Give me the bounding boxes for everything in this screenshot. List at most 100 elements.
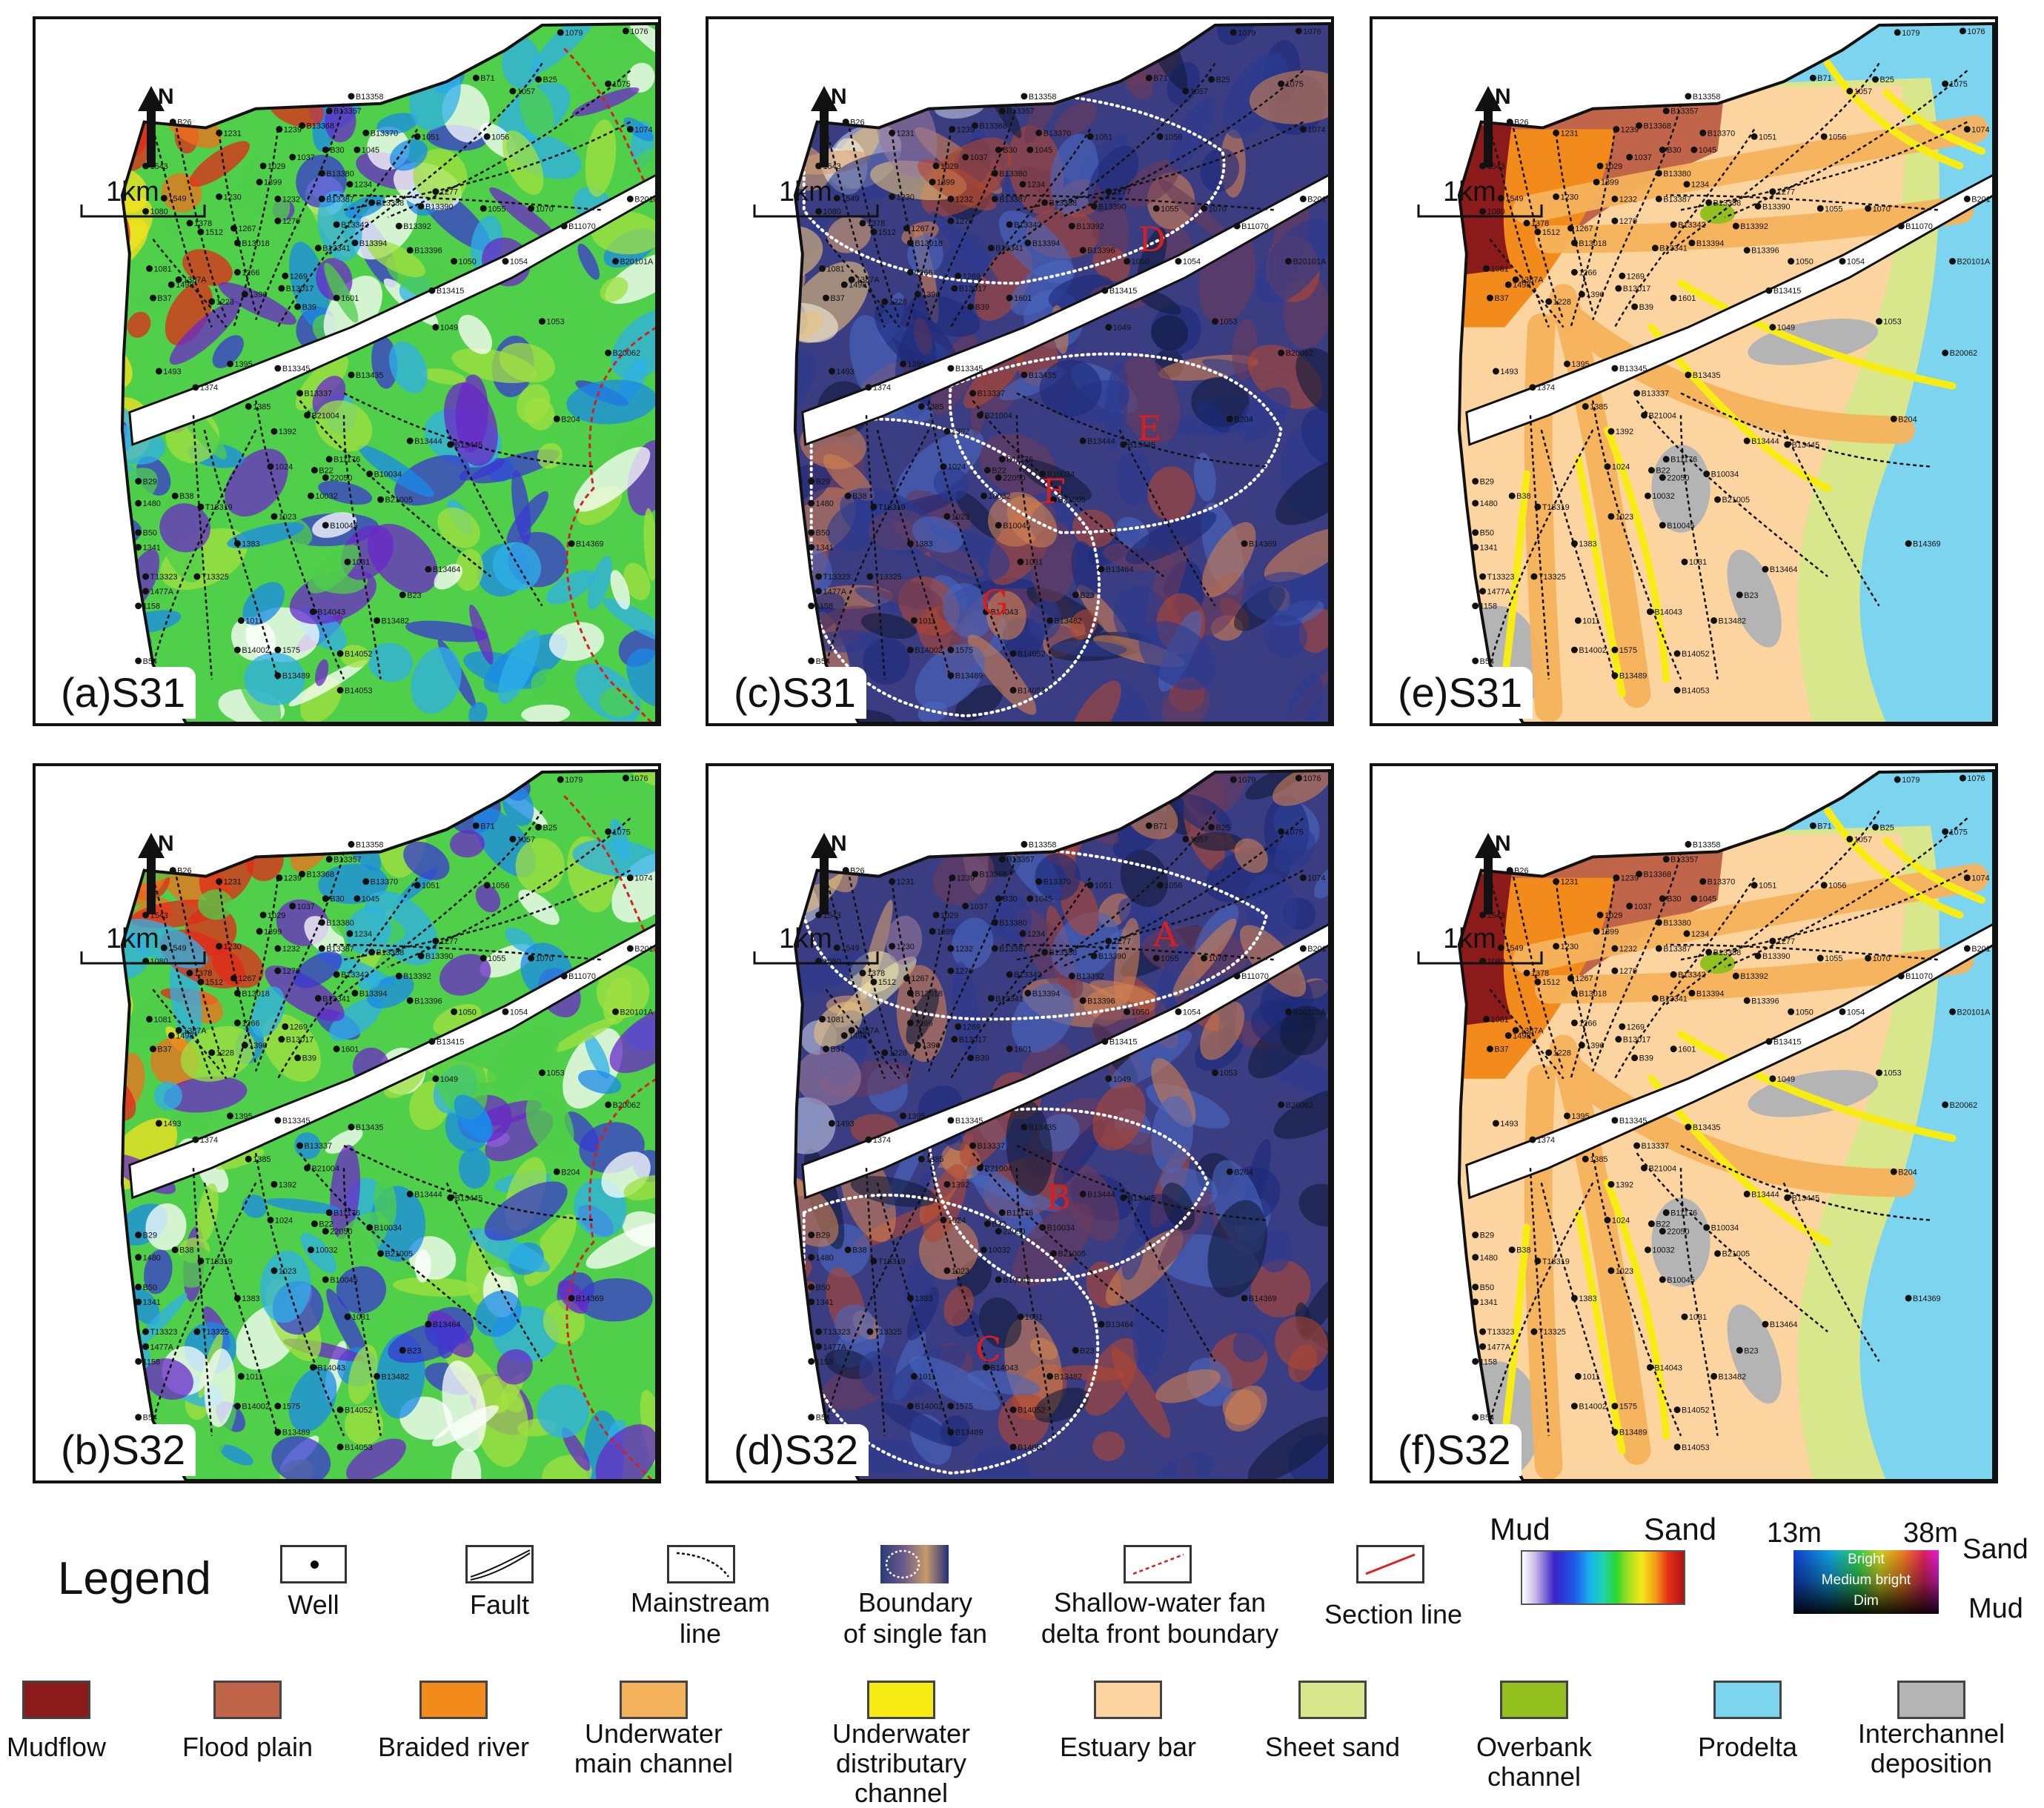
well-label: T13323 bbox=[150, 573, 178, 582]
well-marker: 1378 bbox=[1523, 969, 1549, 978]
well-label: 1029 bbox=[268, 162, 285, 171]
well-marker: 1378 bbox=[1523, 219, 1549, 228]
well-marker: 1267 bbox=[1567, 974, 1593, 983]
mainstream-line bbox=[1489, 1182, 1594, 1422]
well-label: B201 bbox=[1307, 195, 1326, 204]
well-marker: B38 bbox=[844, 1246, 867, 1255]
well-marker: B29 bbox=[1472, 477, 1494, 486]
well-marker: B13445 bbox=[1120, 1194, 1155, 1203]
well-marker: B14043 bbox=[1646, 608, 1682, 617]
panel-label: (d)S32 bbox=[731, 1424, 869, 1476]
well-marker: B14369 bbox=[1905, 1294, 1941, 1303]
well-label: 1057 bbox=[1854, 87, 1872, 96]
well-marker: 1383 bbox=[1570, 540, 1597, 549]
survey-outline bbox=[1457, 768, 1995, 1480]
well-marker: 1081 bbox=[1483, 1015, 1509, 1024]
well-label: 1080 bbox=[1487, 207, 1505, 216]
well-label: B13392 bbox=[1076, 222, 1104, 231]
well-label: 1601 bbox=[1678, 294, 1696, 303]
well-label: 1270 bbox=[282, 967, 300, 976]
well-label: 1080 bbox=[150, 207, 168, 216]
well-marker: 1049 bbox=[432, 324, 458, 333]
well-label: 1055 bbox=[488, 205, 505, 213]
well-label: B13387 bbox=[999, 945, 1027, 954]
well-marker: 1158 bbox=[1472, 602, 1497, 611]
well-marker: B11070 bbox=[1233, 972, 1269, 981]
well-marker: B37 bbox=[150, 1046, 172, 1054]
well-label: 1575 bbox=[282, 1403, 300, 1412]
legend-mainstream-label: Mainstream line bbox=[630, 1587, 771, 1649]
well-marker: 1029 bbox=[1596, 162, 1622, 171]
well-marker: B10045 bbox=[322, 522, 358, 531]
well-label: B29 bbox=[816, 1232, 830, 1240]
well-label: 1075 bbox=[1950, 828, 1968, 837]
well-marker: 1055 bbox=[1152, 205, 1178, 213]
well-marker: B14002 bbox=[233, 1403, 270, 1412]
well-marker: 1075 bbox=[1942, 80, 1968, 89]
well-label: T13323 bbox=[1487, 1328, 1515, 1337]
mainstream-line bbox=[342, 1168, 382, 1436]
well-marker: B22 bbox=[1648, 1220, 1670, 1229]
well-marker: 1023 bbox=[943, 1267, 969, 1276]
well-label: 1385 bbox=[1590, 402, 1607, 411]
well-marker: 1277 bbox=[432, 188, 458, 197]
mainstream-line bbox=[1015, 1168, 1055, 1436]
well-marker: B204 bbox=[553, 1168, 580, 1177]
well-marker: B50 bbox=[1472, 529, 1494, 538]
well-marker: B11070 bbox=[1897, 972, 1933, 981]
well-marker: 1512 bbox=[870, 228, 896, 237]
well-label: 1575 bbox=[1619, 646, 1637, 655]
well-label: 1056 bbox=[1164, 133, 1182, 142]
well-label: 1392 bbox=[1616, 428, 1633, 436]
well-label: B54 bbox=[816, 1414, 830, 1423]
well-label: B14052 bbox=[1682, 650, 1710, 659]
well-label: 1601 bbox=[1014, 294, 1032, 303]
well-label: B25 bbox=[1215, 76, 1230, 84]
well-marker: 1031 bbox=[344, 1313, 370, 1322]
well-marker: B13390 bbox=[1090, 952, 1126, 961]
well-marker: 1269 bbox=[282, 272, 308, 281]
well-label: 1050 bbox=[1132, 1008, 1149, 1017]
well-marker: 1575 bbox=[1611, 1403, 1637, 1412]
mainstream-line bbox=[928, 851, 1018, 1072]
well-marker: B39 bbox=[294, 1054, 316, 1063]
well-marker: 1056 bbox=[1156, 882, 1182, 891]
well-label: B14369 bbox=[1249, 1294, 1277, 1303]
well-label: B14369 bbox=[1913, 1294, 1941, 1303]
well-label: 1079 bbox=[1238, 29, 1255, 38]
well-label: B14053 bbox=[1682, 686, 1710, 695]
well-label: 1498 bbox=[176, 281, 193, 290]
well-label: 1480 bbox=[816, 1254, 834, 1263]
well-label: 1392 bbox=[1616, 1180, 1633, 1189]
well-label: 1070 bbox=[536, 954, 554, 963]
well-label: 1231 bbox=[224, 129, 242, 138]
mainstream-line bbox=[927, 400, 1018, 680]
map-svg: 1076 1079 1075 B71 B25 1057 B13358 B13357 B26 B13… bbox=[1457, 21, 1995, 723]
well-marker: 1024 bbox=[1604, 463, 1630, 472]
well-label: 10032 bbox=[315, 492, 337, 501]
mainstream-line bbox=[1724, 70, 1968, 219]
well-label: B13445 bbox=[1128, 441, 1156, 450]
well-label: B23 bbox=[407, 591, 421, 600]
well-label: 1269 bbox=[963, 1023, 980, 1031]
well-marker: 1269 bbox=[955, 1023, 980, 1031]
well-marker: T13319 bbox=[1534, 1257, 1570, 1266]
well-marker: 1049 bbox=[1105, 1075, 1131, 1084]
well-label: B11070 bbox=[1241, 972, 1269, 981]
well-label: B21004 bbox=[984, 411, 1012, 420]
well-marker: B14053 bbox=[336, 1443, 373, 1452]
well-label: B13445 bbox=[1792, 1194, 1820, 1203]
well-label: 1277 bbox=[1113, 937, 1131, 946]
well-label: B14052 bbox=[1018, 1406, 1046, 1415]
well-marker: B21004 bbox=[977, 411, 1012, 420]
well-label: 22050 bbox=[330, 1228, 352, 1237]
well-marker: B11070 bbox=[560, 972, 596, 981]
panel-label: (a)S31 bbox=[58, 667, 196, 719]
well-label: T13319 bbox=[205, 1257, 233, 1266]
mainstream-line bbox=[876, 429, 952, 679]
well-marker: B13445 bbox=[447, 1194, 482, 1203]
mainstream-line bbox=[152, 129, 213, 328]
well-label: B13018 bbox=[242, 989, 270, 998]
well-label: B11070 bbox=[1241, 222, 1269, 231]
well-label: B25 bbox=[542, 823, 557, 832]
